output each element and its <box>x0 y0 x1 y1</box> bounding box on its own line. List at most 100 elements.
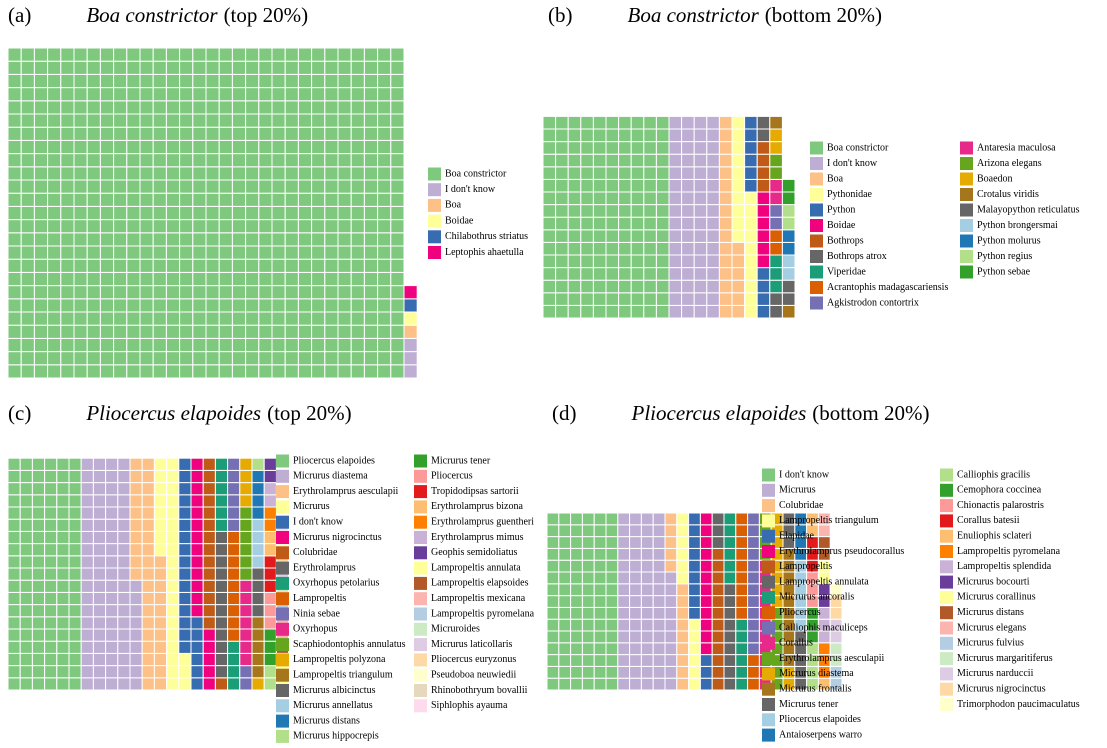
waffle-cell <box>47 285 62 300</box>
waffle-cell <box>166 494 180 508</box>
legend-swatch <box>414 454 427 468</box>
waffle-cell <box>214 469 229 484</box>
waffle-cell <box>676 642 690 656</box>
legend-label: Python <box>827 204 855 215</box>
legend-swatch <box>428 167 441 181</box>
waffle-cell <box>744 204 758 218</box>
waffle-cell <box>153 677 168 691</box>
waffle-cell <box>593 630 607 644</box>
waffle-cell <box>581 547 595 561</box>
waffle-cell <box>126 364 141 379</box>
waffle-cell <box>390 166 405 181</box>
waffle-cell <box>781 304 796 319</box>
waffle-cell <box>202 628 216 642</box>
waffle-cell <box>86 232 101 247</box>
legend-swatch <box>276 500 289 514</box>
waffle-cell <box>47 139 62 155</box>
waffle-cell <box>723 606 737 620</box>
legend-swatch <box>428 214 441 228</box>
waffle-cell <box>86 258 101 273</box>
waffle-cell <box>117 530 131 545</box>
waffle-cell <box>113 100 128 115</box>
waffle-cell <box>214 665 229 679</box>
waffle-cell <box>251 604 265 618</box>
waffle-cell <box>592 292 607 306</box>
waffle-cell <box>363 245 379 260</box>
waffle-cell <box>205 73 220 89</box>
waffle-cell <box>324 298 339 313</box>
waffle-cell <box>60 298 75 313</box>
waffle-cell <box>192 113 207 128</box>
waffle-cell <box>735 583 749 597</box>
waffle-cell <box>47 153 62 168</box>
legend-label: Micrurus distans <box>957 607 1024 618</box>
waffle-cell <box>643 128 657 143</box>
waffle-cell <box>80 543 94 557</box>
waffle-cell <box>73 126 88 141</box>
waffle-cell <box>570 512 583 526</box>
waffle-cell <box>581 595 595 608</box>
waffle-cell <box>781 178 796 193</box>
waffle-cell <box>231 179 247 194</box>
waffle-cell <box>47 87 62 102</box>
waffle-cell <box>756 267 771 281</box>
waffle-cell <box>153 482 168 496</box>
waffle-cell <box>350 192 365 207</box>
waffle-cell <box>817 524 831 538</box>
waffle-cell <box>214 604 229 618</box>
waffle-cell <box>129 518 143 532</box>
legend-label: Micrurus diastema <box>779 668 854 679</box>
waffle-cell <box>706 178 720 193</box>
waffle-cell <box>7 518 21 532</box>
waffle-cell <box>153 640 168 654</box>
legend-swatch <box>276 638 289 652</box>
waffle-cell <box>390 258 405 273</box>
waffle-cell <box>47 219 62 234</box>
waffle-cell <box>227 665 241 679</box>
waffle-cell <box>546 595 560 608</box>
waffle-cell <box>139 337 154 353</box>
waffle-cell <box>324 100 339 115</box>
waffle-cell <box>153 555 168 569</box>
waffle-cell <box>643 141 657 155</box>
waffle-cell <box>271 179 286 194</box>
waffle-cell <box>126 298 141 313</box>
waffle-cell <box>105 567 119 581</box>
waffle-cell <box>271 219 286 234</box>
waffle-cell <box>605 665 619 679</box>
waffle-cell <box>324 60 339 75</box>
waffle-cell <box>271 245 286 260</box>
legend-swatch <box>414 485 427 499</box>
waffle-cell <box>706 204 720 218</box>
waffle-cell <box>271 47 286 62</box>
waffle-cell <box>190 567 204 581</box>
waffle-cell <box>152 337 167 353</box>
waffle-cell <box>205 298 220 313</box>
waffle-cell <box>153 469 168 484</box>
waffle-cell <box>555 141 569 155</box>
waffle-cell <box>829 583 843 597</box>
waffle-cell <box>769 292 783 306</box>
waffle-cell <box>558 618 572 632</box>
waffle-cell <box>19 591 33 606</box>
waffle-cell <box>630 254 645 269</box>
waffle-cell <box>178 494 192 508</box>
waffle-cell <box>86 166 101 181</box>
waffle-cell <box>73 324 88 339</box>
waffle-cell <box>92 677 107 691</box>
waffle-cell <box>60 139 75 155</box>
waffle-cell <box>676 547 690 561</box>
waffle-cell <box>337 298 352 313</box>
legend-swatch <box>940 682 953 696</box>
waffle-cell <box>251 652 265 667</box>
waffle-cell <box>190 506 204 520</box>
waffle-cell <box>781 191 796 206</box>
waffle-cell <box>113 60 128 75</box>
waffle-cell <box>68 482 82 496</box>
waffle-cell <box>681 178 695 193</box>
waffle-cell <box>655 279 670 294</box>
waffle-cell <box>44 494 58 508</box>
waffle-cell <box>205 232 220 247</box>
waffle-cell <box>33 258 49 273</box>
waffle-cell <box>581 677 595 691</box>
